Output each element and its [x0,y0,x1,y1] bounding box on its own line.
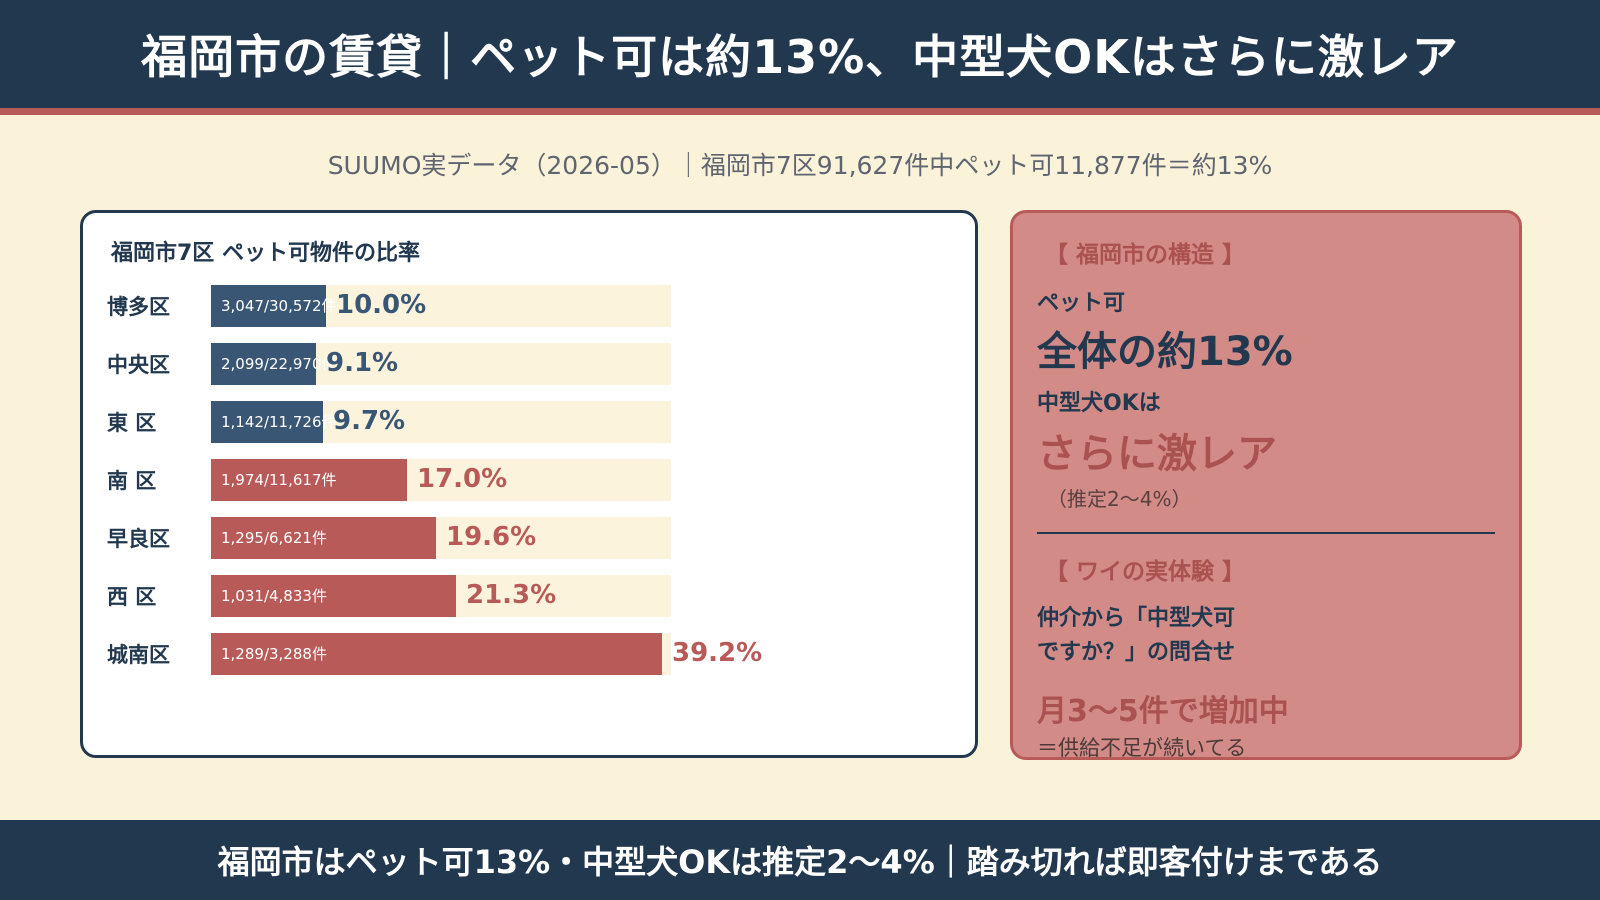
chart-card: 福岡市7区 ペット可物件の比率 博多区 3,047/30,572件 10.0% 中央区… [80,210,978,758]
dog-note: （推定2〜4%） [1047,487,1192,511]
footer-bar: 福岡市はペット可13%・中型犬OKは推定2〜4%｜踏み切れば即客付けまである [0,820,1600,900]
bar [211,285,326,327]
category-label: 西 区 [107,585,157,609]
bar [211,459,407,501]
category-label: 博多区 [107,295,170,319]
dog-value: さらに激レア [1037,431,1277,477]
bar-track: 3,047/30,572件 10.0% [211,285,671,327]
category-label: 早良区 [107,527,170,551]
bar-count-label: 2,099/22,970件 [221,355,337,373]
bar-track: 1,031/4,833件 21.3% [211,575,671,617]
bar-count-label: 1,031/4,833件 [221,587,327,605]
dog-label: 中型犬OKは [1037,391,1161,416]
footer-text: 福岡市はペット可13%・中型犬OKは推定2〜4%｜踏み切れば即客付けまである [217,843,1383,881]
bar-count-label: 1,974/11,617件 [221,471,337,489]
bar-value-label: 9.7% [333,406,406,436]
category-label: 城南区 [107,643,170,667]
experience-highlight: 月3〜5件で増加中 [1037,694,1289,729]
bar-value-label: 10.0% [336,290,427,320]
pet-value: 全体の約13% [1037,329,1293,375]
bar-count-label: 1,295/6,621件 [221,529,327,547]
chart-title: 福岡市7区 ペット可物件の比率 [111,241,420,266]
experience-note: ＝供給不足が続いてる [1037,736,1247,760]
data-source-subtitle: SUUMO実データ（2026-05）｜福岡市7区91,627件中ペット可11,8… [327,151,1273,180]
bar [211,517,436,559]
bar [211,401,323,443]
bar-chart: 博多区 3,047/30,572件 10.0% 中央区 2,099/22,970件 9.1… [83,213,975,755]
info-panel: 【 福岡市の構造 】 ペット可 全体の約13% 中型犬OKは さらに激レア （推… [1010,210,1522,760]
experience-heading: 【 ワイの実体験 】 [1045,559,1246,585]
panel-divider [1037,532,1495,534]
category-label: 東 区 [107,411,157,435]
header-bar: 福岡市の賃貸｜ペット可は約13%、中型犬OKはさらに激レア [0,0,1600,115]
bar [211,575,456,617]
bar [211,633,662,675]
bar-value-label: 17.0% [417,464,508,494]
bar-value-label: 39.2% [672,638,763,668]
bar-track: 1,289/3,288件 39.2% [211,633,762,675]
bar [211,343,316,385]
bar-track: 1,295/6,621件 19.6% [211,517,671,559]
bar-count-label: 3,047/30,572件 [221,297,337,315]
page-title: 福岡市の賃貸｜ペット可は約13%、中型犬OKはさらに激レア [141,30,1459,84]
bar-value-label: 21.3% [466,580,557,610]
pet-label: ペット可 [1037,291,1126,316]
experience-line-1: 仲介から「中型犬可 [1037,606,1236,631]
bar-value-label: 9.1% [326,348,399,378]
bar-count-label: 1,142/11,726件 [221,413,337,431]
category-label: 中央区 [107,353,170,377]
experience-line-2: ですか？」の問合せ [1037,640,1236,665]
bar-track: 1,974/11,617件 17.0% [211,459,671,501]
bar-track: 1,142/11,726件 9.7% [211,401,671,443]
bar-track: 2,099/22,970件 9.1% [211,343,671,385]
category-label: 南 区 [107,469,157,493]
bar-count-label: 1,289/3,288件 [221,645,327,663]
structure-heading: 【 福岡市の構造 】 [1045,242,1246,268]
bar-value-label: 19.6% [446,522,537,552]
